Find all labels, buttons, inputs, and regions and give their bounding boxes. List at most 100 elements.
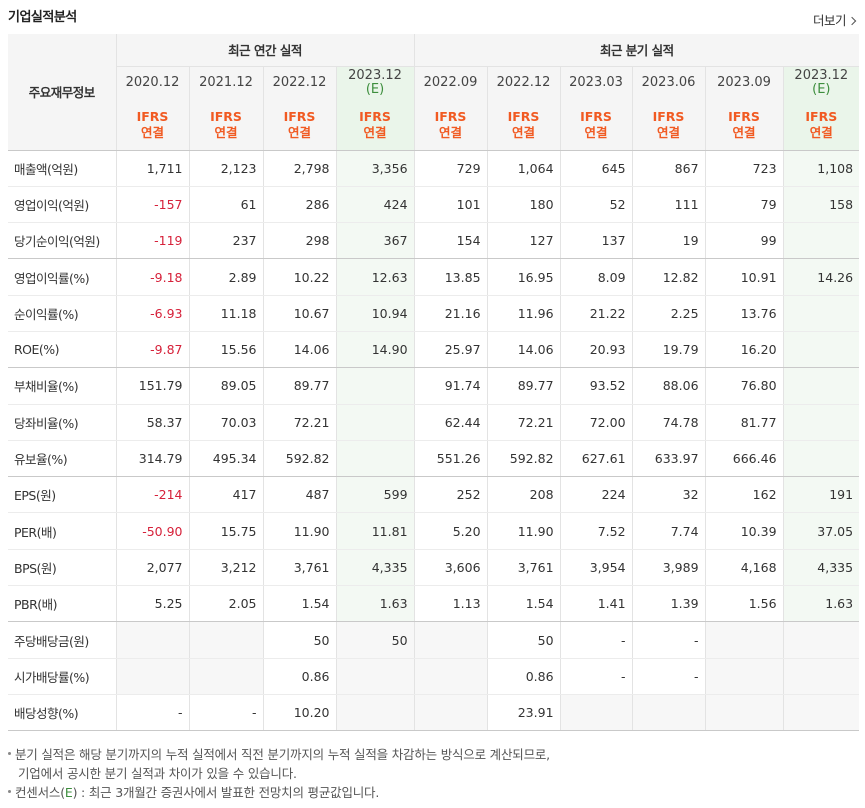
table-cell: 91.74 <box>414 367 488 405</box>
period-header: 2022.12 <box>263 66 337 100</box>
table-cell <box>189 621 264 659</box>
table-cell: 11.81 <box>336 512 415 550</box>
table-cell: 19.79 <box>632 331 706 369</box>
table-cell: - <box>560 658 633 695</box>
table-cell: 592.82 <box>263 440 337 478</box>
basis-header: IFRS 연결 <box>705 100 784 151</box>
table-cell: 1.54 <box>263 585 337 623</box>
table-cell: 10.22 <box>263 258 337 296</box>
table-cell: 2,798 <box>263 150 337 187</box>
table-cell: 495.34 <box>189 440 264 478</box>
period-header: 2023.09 <box>705 66 784 100</box>
period-header: 2020.12 <box>116 66 190 100</box>
table-cell: 729 <box>414 150 488 187</box>
chevron-right-icon <box>847 16 857 26</box>
table-cell: 10.94 <box>336 295 415 332</box>
financial-table: 주요재무정보 최근 연간 실적 최근 분기 실적 2020.12 2021.12 2… <box>8 34 860 732</box>
bullet-icon <box>8 752 11 755</box>
table-row: PER(배) -50.90 15.75 11.90 11.81 5.20 11.90 7.52… <box>8 512 860 550</box>
table-cell: 3,212 <box>189 549 264 587</box>
period-header: 2023.06 <box>632 66 706 100</box>
more-link[interactable]: 더보기 <box>813 10 857 29</box>
table-cell: 314.79 <box>116 440 190 478</box>
table-cell: 11.90 <box>487 512 561 550</box>
table-row: BPS(원) 2,077 3,212 3,761 4,335 3,606 3,761 3,95… <box>8 549 860 587</box>
table-cell: 645 <box>560 150 633 187</box>
period-header: 2023.03 <box>560 66 633 100</box>
table-row: 주당배당금(원) 50 50 50- - <box>8 621 860 659</box>
section-title: 기업실적분석 <box>8 10 77 25</box>
basis-header: IFRS 연결 <box>336 100 415 151</box>
table-cell <box>783 658 860 695</box>
footnotes: 분기 실적은 해당 분기까지의 누적 실적에서 직전 분기까지의 누적 실적을 … <box>8 745 550 802</box>
table-cell: 10.39 <box>705 512 784 550</box>
table-cell: 11.18 <box>189 295 264 332</box>
table-row: 시가배당률(%) 0.86 0.86- - <box>8 658 860 695</box>
table-cell: 4,335 <box>336 549 415 587</box>
table-cell <box>783 222 860 260</box>
corner-label: 주요재무정보 <box>8 34 117 151</box>
table-cell: 1,108 <box>783 150 860 187</box>
row-label: 주당배당금(원) <box>8 621 117 659</box>
table-cell: 1.41 <box>560 585 633 623</box>
table-cell <box>560 694 633 732</box>
row-label: 영업이익률(%) <box>8 258 117 296</box>
table-cell: 154 <box>414 222 488 260</box>
table-cell: 286 <box>263 186 337 224</box>
table-cell: 25.97 <box>414 331 488 369</box>
table-cell: 88.06 <box>632 367 706 405</box>
row-label: 영업이익(억원) <box>8 186 117 224</box>
table-cell <box>783 367 860 405</box>
table-cell <box>414 694 488 732</box>
table-row: 부채비율(%) 151.79 89.05 89.77 91.74 89.77 93.52 88… <box>8 367 860 405</box>
table-row: 당좌비율(%) 58.37 70.03 72.21 62.44 72.21 72.00 74.… <box>8 404 860 441</box>
table-row: 배당성향(%) - -10.20 23.91 <box>8 694 860 732</box>
note-1: 분기 실적은 해당 분기까지의 누적 실적에서 직전 분기까지의 누적 실적을 … <box>8 745 550 764</box>
period-header: 2022.12 <box>487 66 561 100</box>
table-cell: 20.93 <box>560 331 633 369</box>
note-1-cont: 기업에서 공시한 분기 실적과 차이가 있을 수 있습니다. <box>18 766 297 781</box>
table-cell: 12.82 <box>632 258 706 296</box>
row-label: 순이익률(%) <box>8 295 117 332</box>
table-cell <box>783 331 860 369</box>
table-cell <box>783 295 860 332</box>
table-cell: 15.75 <box>189 512 264 550</box>
table-cell: 417 <box>189 476 264 514</box>
row-label: 당좌비율(%) <box>8 404 117 441</box>
row-label: PER(배) <box>8 512 117 550</box>
table-row: 순이익률(%) -6.93 11.18 10.67 10.94 21.16 11.96 21.… <box>8 295 860 332</box>
table-cell: - <box>632 621 706 659</box>
table-cell <box>336 440 415 478</box>
table-cell: 298 <box>263 222 337 260</box>
table-cell: 50 <box>487 621 561 659</box>
table-cell: 3,989 <box>632 549 706 587</box>
table-cell: 10.91 <box>705 258 784 296</box>
table-cell: 32 <box>632 476 706 514</box>
period-header: 2023.12 (E) <box>783 66 860 100</box>
table-cell: 252 <box>414 476 488 514</box>
table-cell <box>783 621 860 659</box>
table-cell: 14.90 <box>336 331 415 369</box>
row-label: ROE(%) <box>8 331 117 369</box>
group-quarterly: 최근 분기 실적 <box>414 34 860 67</box>
table-cell: 592.82 <box>487 440 561 478</box>
table-cell: 79 <box>705 186 784 224</box>
row-label: 매출액(억원) <box>8 150 117 187</box>
row-label: PBR(배) <box>8 585 117 623</box>
table-cell: - <box>560 621 633 659</box>
table-cell: 1.39 <box>632 585 706 623</box>
table-cell: 208 <box>487 476 561 514</box>
table-cell: 1.63 <box>783 585 860 623</box>
table-cell: 666.46 <box>705 440 784 478</box>
table-cell: 21.16 <box>414 295 488 332</box>
table-row: EPS(원) -214 417 487 599 252 208 224 32 162 191 <box>8 476 860 514</box>
table-cell: 0.86 <box>263 658 337 695</box>
table-cell: 89.05 <box>189 367 264 405</box>
table-cell: 70.03 <box>189 404 264 441</box>
table-cell: - <box>116 694 190 732</box>
table-cell: 16.20 <box>705 331 784 369</box>
table-cell <box>705 694 784 732</box>
table-cell: 2,123 <box>189 150 264 187</box>
table-cell: 3,356 <box>336 150 415 187</box>
table-row: PBR(배) 5.25 2.05 1.54 1.63 1.13 1.54 1.41 1.39 1.… <box>8 585 860 623</box>
